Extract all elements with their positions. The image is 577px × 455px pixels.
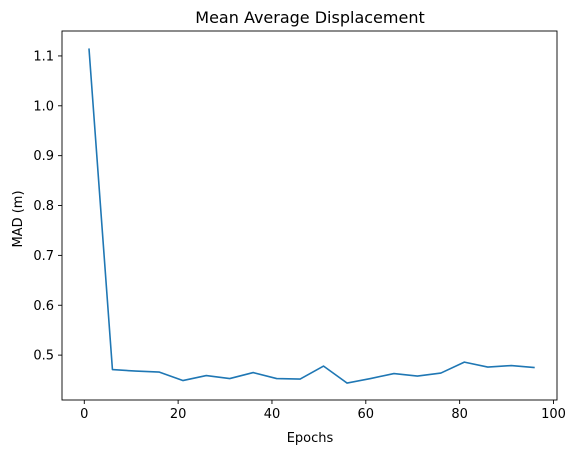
y-tick-label: 1.0 — [33, 99, 54, 114]
x-tick-label: 80 — [451, 407, 468, 422]
x-tick-label: 20 — [170, 407, 187, 422]
chart-title: Mean Average Displacement — [195, 8, 424, 27]
plot-area — [61, 30, 558, 401]
x-axis-label: Epochs — [287, 431, 334, 446]
y-tick-label: 0.5 — [33, 349, 54, 364]
x-tick-label: 0 — [80, 407, 88, 422]
y-tick-label: 1.1 — [33, 49, 54, 64]
y-tick-label: 0.6 — [33, 299, 54, 314]
y-axis-label: MAD (m) — [11, 190, 26, 247]
y-tick-label: 0.8 — [33, 199, 54, 214]
x-axis: 0 20 40 60 80 100 — [80, 400, 566, 422]
y-tick-label: 0.7 — [33, 249, 54, 264]
series-line — [88, 48, 535, 384]
axes-frame — [61, 30, 558, 401]
y-axis: 0.5 0.6 0.7 0.8 0.9 1.0 1.1 — [33, 49, 62, 364]
y-tick-label: 0.9 — [33, 149, 54, 164]
x-tick-label: 40 — [264, 407, 281, 422]
x-tick-label: 60 — [358, 407, 375, 422]
x-tick-label: 100 — [541, 407, 566, 422]
